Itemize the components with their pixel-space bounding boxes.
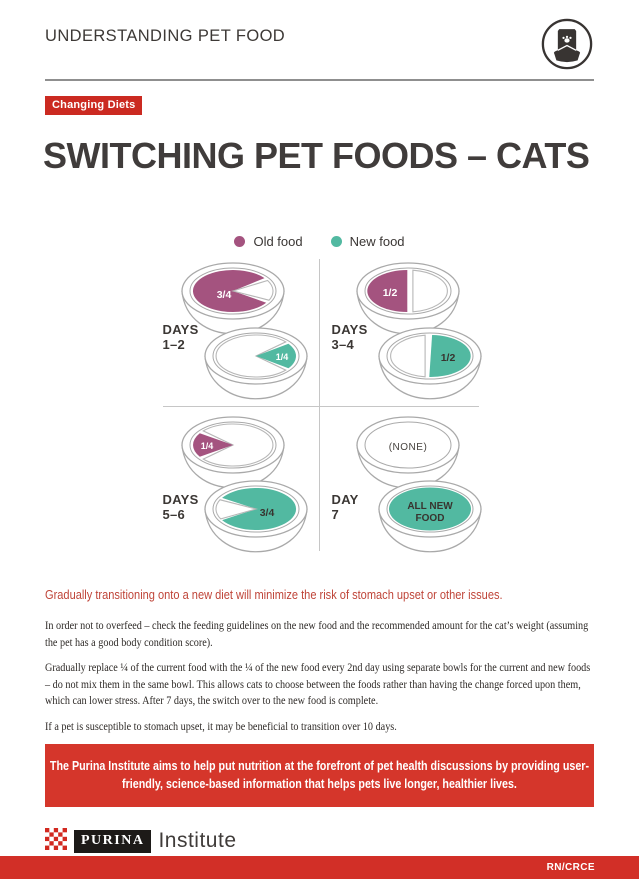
purina-checkerboard-icon	[45, 827, 67, 855]
document-series-title: UNDERSTANDING PET FOOD	[45, 27, 286, 45]
legend: Old food New food	[45, 234, 594, 249]
document-code: RN/CRCE	[546, 862, 595, 873]
lead-sentence: Gradually transitioning onto a new diet …	[45, 587, 503, 602]
diagram-vertical-divider	[318, 259, 320, 551]
pet-food-bag-and-bowl-icon	[540, 18, 594, 77]
legend-item-old-food: Old food	[234, 234, 303, 249]
old-food-bowl: 1/4	[180, 416, 285, 489]
paragraph-3: If a pet is susceptible to stomach upset…	[45, 718, 397, 733]
page-title: SWITCHING PET FOODS – CATS	[43, 135, 590, 176]
transition-diagram: DAYS 1–2 3/4 1/4 DAYS 3–4 1/2 1/2 DAYS 5–6 1/4 3/4 D…	[159, 259, 482, 553]
old-food-bowl: 3/4	[180, 262, 285, 335]
legend-item-new-food: New food	[330, 234, 405, 249]
new-food-bowl: 1/4	[203, 327, 308, 400]
step-day-label: DAY 7	[331, 492, 359, 522]
old-food-color-dot	[234, 236, 246, 247]
portion-label: (NONE)	[388, 442, 427, 453]
old-food-bowl: 1/2	[355, 262, 460, 335]
mission-banner: The Purina Institute aims to help put nu…	[45, 744, 594, 807]
section-badge: Changing Diets	[45, 96, 143, 115]
step-day-label: DAYS 1–2	[162, 322, 199, 352]
portion-label: 1/2	[382, 287, 397, 299]
portion-label: FOOD	[415, 513, 444, 524]
step-day-label: DAYS 5–6	[162, 492, 199, 522]
header-divider	[45, 79, 594, 81]
paragraph-2: Gradually replace ¼ of the current food …	[45, 660, 591, 708]
portion-label: 1/4	[200, 441, 213, 451]
old-food-bowl: (NONE)	[355, 416, 460, 489]
new-food-bowl: 3/4	[203, 480, 308, 553]
mission-banner-text: The Purina Institute aims to help put nu…	[49, 759, 590, 792]
document-code-bar: RN/CRCE	[0, 856, 639, 879]
purina-wordmark: PURINA	[74, 829, 152, 853]
diagram-horizontal-divider	[162, 406, 479, 407]
portion-label: 3/4	[259, 507, 274, 519]
legend-label-old: Old food	[253, 234, 303, 249]
portion-label: 1/4	[275, 352, 288, 362]
step-day-label: DAYS 3–4	[331, 322, 368, 352]
new-food-color-dot	[330, 236, 342, 247]
bowls-step-3: 1/4 3/4	[180, 416, 308, 553]
portion-label: ALL NEW	[407, 501, 453, 512]
paragraph-1: In order not to overfeed – check the fee…	[45, 618, 589, 649]
portion-label: 1/2	[440, 352, 455, 364]
portion-label: 3/4	[216, 289, 231, 301]
body-text: In order not to overfeed – check the fee…	[45, 617, 594, 734]
new-food-bowl: 1/2	[377, 327, 482, 400]
legend-label-new: New food	[349, 234, 405, 249]
page-header: UNDERSTANDING PET FOOD	[45, 18, 594, 70]
institute-wordmark: Institute	[158, 829, 237, 853]
bowls-step-2: 1/2 1/2	[355, 262, 482, 400]
bowls-step-1: 3/4 1/4	[180, 262, 308, 400]
